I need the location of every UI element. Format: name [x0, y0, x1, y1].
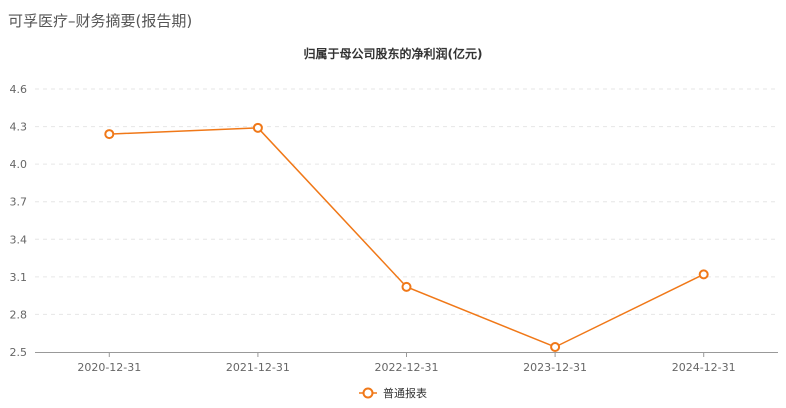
legend-label: 普通报表	[383, 386, 427, 400]
y-tick-label: 3.1	[10, 271, 28, 284]
data-point[interactable]	[252, 122, 263, 133]
x-tick-label: 2024-12-31	[672, 361, 736, 374]
data-point[interactable]	[104, 129, 115, 140]
y-tick-label: 3.7	[10, 196, 28, 209]
x-tick-label: 2022-12-31	[375, 361, 439, 374]
x-tick-label: 2021-12-31	[226, 361, 290, 374]
y-tick-label: 4.3	[10, 121, 28, 134]
axes	[35, 352, 778, 357]
legend[interactable]: 普通报表	[359, 386, 427, 400]
y-tick-label: 2.8	[10, 308, 28, 321]
y-tick-label: 4.0	[10, 158, 28, 171]
y-tick-label: 4.6	[10, 83, 28, 96]
x-tick-label: 2020-12-31	[77, 361, 141, 374]
x-axis-ticks: 2020-12-31 2021-12-31 2022-12-31 2023-12-31…	[77, 361, 735, 374]
page-title: 可孚医疗–财务摘要(报告期)	[8, 12, 193, 30]
grid-lines	[35, 88, 778, 315]
chart-title: 归属于母公司股东的净利润(亿元)	[304, 46, 483, 61]
y-tick-label: 2.5	[10, 346, 28, 359]
y-axis-ticks: 2.5 2.8 3.1 3.4 3.7 4.0 4.3 4.6	[10, 83, 28, 359]
legend-swatch-marker	[362, 387, 374, 399]
data-point[interactable]	[698, 269, 709, 280]
data-point[interactable]	[401, 281, 412, 292]
data-points	[104, 122, 709, 352]
data-point[interactable]	[550, 341, 561, 352]
x-tick-label: 2023-12-31	[523, 361, 587, 374]
y-tick-label: 3.4	[10, 233, 28, 246]
